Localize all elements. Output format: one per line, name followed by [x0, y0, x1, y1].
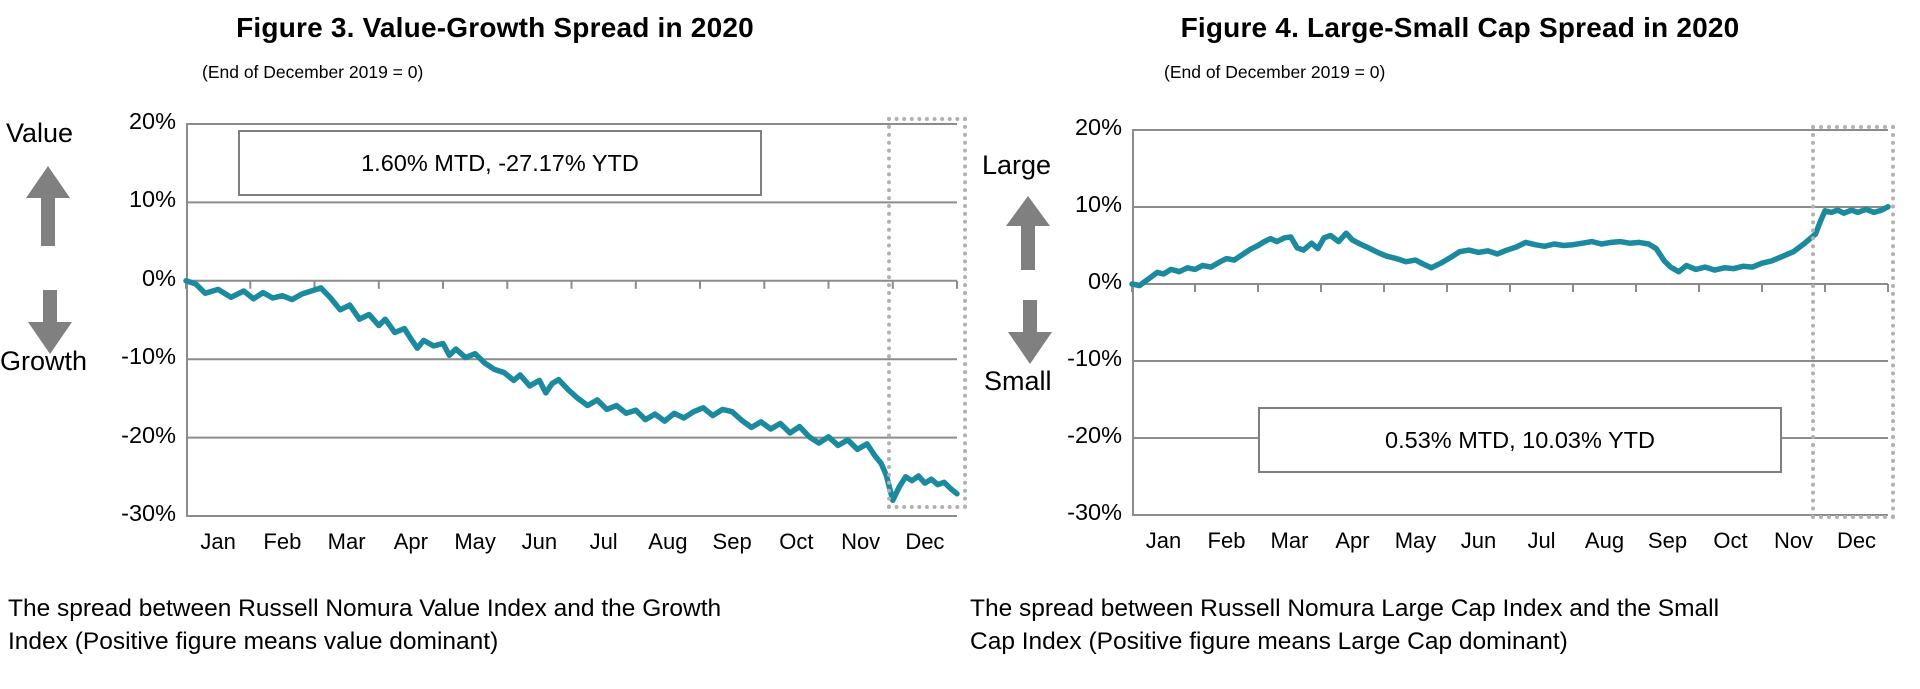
- y-axis-tick-label: 10%: [1074, 191, 1122, 217]
- up-arrow-icon: [1006, 196, 1050, 270]
- x-axis-tick-label-aug: Aug: [1584, 528, 1625, 553]
- x-axis-tick-label-jul: Jul: [1527, 528, 1556, 553]
- x-axis-tick-label-nov: Nov: [841, 529, 881, 554]
- figure4-mtd-ytd-annotation: 0.53% MTD, 10.03% YTD: [1258, 407, 1782, 473]
- y-axis-tick-label: 0%: [1088, 268, 1122, 294]
- figure3-subtitle: (End of December 2019 = 0): [202, 62, 424, 82]
- figure3-mtd-ytd-annotation: 1.60% MTD, -27.17% YTD: [238, 130, 762, 196]
- x-axis-tick-label-jan: Jan: [200, 529, 236, 554]
- value-growth-spread-line-chart: [183, 123, 960, 517]
- figure3-caption: The spread between Russell Nomura Value …: [8, 595, 722, 656]
- figure3-december-highlight-box: [887, 117, 967, 509]
- y-axis-tick-label: -20%: [121, 421, 176, 448]
- x-axis-tick-label-dec: Dec: [905, 529, 945, 554]
- figure4-caption: The spread between Russell Nomura Large …: [970, 595, 1720, 656]
- large-axis-direction-label: Large: [982, 150, 1052, 180]
- x-axis-tick-label-jul: Jul: [589, 529, 618, 554]
- value-axis-direction-label: Value: [6, 118, 74, 148]
- x-axis-tick-label-sep: Sep: [712, 529, 752, 554]
- x-axis-tick-label-aug: Aug: [648, 529, 688, 554]
- x-axis-tick-label-apr: Apr: [393, 529, 428, 554]
- x-axis-tick-label-mar: Mar: [1270, 528, 1309, 553]
- x-axis-tick-label-oct: Oct: [1713, 528, 1748, 553]
- down-arrow-icon: [1008, 300, 1052, 364]
- x-axis-tick-label-oct: Oct: [779, 529, 814, 554]
- x-axis-tick-label-jan: Jan: [1145, 528, 1182, 553]
- up-arrow-icon: [26, 166, 70, 246]
- y-axis-tick-label: 10%: [128, 186, 176, 213]
- small-axis-direction-label: Small: [984, 366, 1052, 396]
- figure4-december-highlight-box: [1811, 125, 1895, 519]
- x-axis-tick-label-jun: Jun: [521, 529, 558, 554]
- down-arrow-icon: [28, 290, 72, 354]
- y-axis-tick-label: -10%: [1067, 345, 1122, 371]
- x-axis-tick-label-jun: Jun: [1460, 528, 1497, 553]
- x-axis-tick-label-nov: Nov: [1773, 528, 1814, 553]
- y-axis-tick-label: -30%: [121, 500, 176, 526]
- figure4-subtitle: (End of December 2019 = 0): [1164, 62, 1386, 82]
- y-axis-tick-label: -20%: [1067, 422, 1122, 448]
- x-axis-tick-label-sep: Sep: [1647, 528, 1688, 553]
- y-axis-tick-label: -10%: [121, 343, 176, 370]
- y-axis-tick-label: -30%: [1067, 499, 1122, 525]
- x-axis-tick-label-may: May: [1394, 528, 1437, 553]
- growth-axis-direction-label: Growth: [0, 346, 88, 376]
- y-axis-tick-label: 20%: [128, 108, 176, 134]
- x-axis-tick-label-feb: Feb: [263, 529, 302, 554]
- figure4-title: Figure 4. Large-Small Cap Spread in 2020: [1180, 12, 1740, 43]
- x-axis-tick-label-may: May: [454, 529, 496, 554]
- x-axis-tick-label-apr: Apr: [1335, 528, 1370, 553]
- x-axis-tick-label-feb: Feb: [1207, 528, 1246, 553]
- y-axis-tick-label: 0%: [142, 264, 176, 291]
- x-axis-tick-label-dec: Dec: [1836, 528, 1877, 553]
- y-axis-tick-label: 20%: [1074, 114, 1122, 140]
- figure3-title: Figure 3. Value-Growth Spread in 2020: [236, 12, 754, 43]
- x-axis-tick-label-mar: Mar: [327, 529, 366, 554]
